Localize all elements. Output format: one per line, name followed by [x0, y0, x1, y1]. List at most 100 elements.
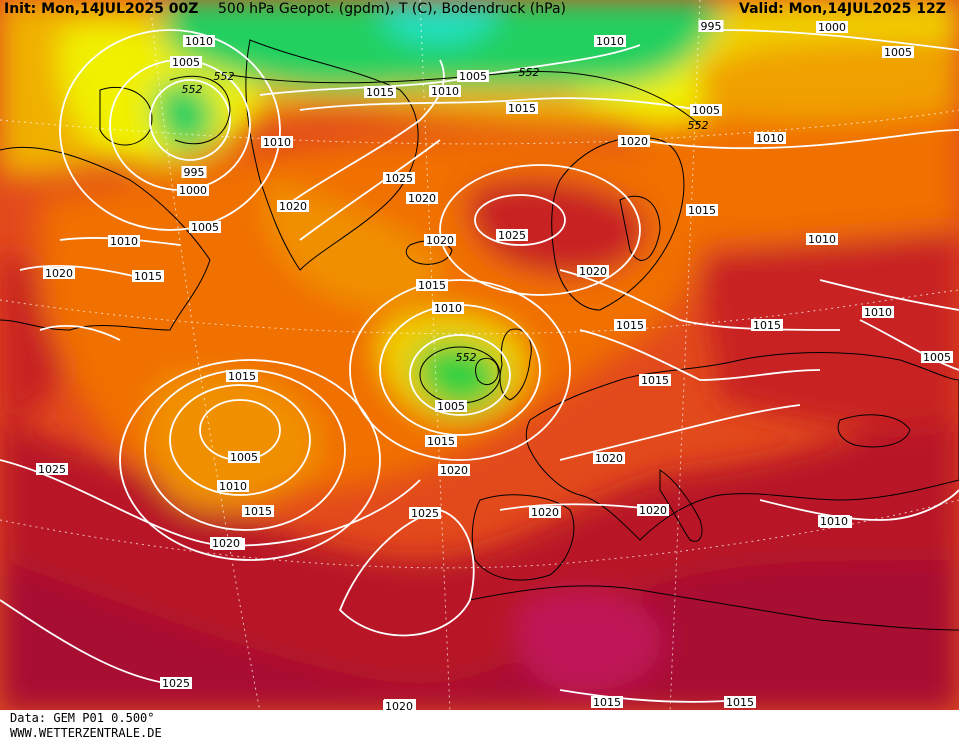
isobar-label: 1010 — [754, 132, 786, 145]
svg-text:1020: 1020 — [579, 265, 607, 278]
svg-text:1015: 1015 — [244, 505, 272, 518]
geopotential-labels: 552 552 552 552 552 — [182, 66, 709, 364]
isobar-label: 1015 — [242, 505, 274, 518]
svg-text:1020: 1020 — [212, 537, 240, 550]
svg-text:1010: 1010 — [431, 85, 459, 98]
isobar-label: 1020 — [383, 700, 415, 713]
svg-text:1015: 1015 — [726, 696, 754, 709]
svg-text:1005: 1005 — [437, 400, 465, 413]
svg-text:1010: 1010 — [864, 306, 892, 319]
svg-text:1005: 1005 — [459, 70, 487, 83]
svg-text:1010: 1010 — [185, 35, 213, 48]
footer-bar — [0, 710, 959, 741]
svg-text:1010: 1010 — [808, 233, 836, 246]
isobar-label: 1020 — [529, 506, 561, 519]
map-title: 500 hPa Geopot. (gpdm), T (C), Bodendruc… — [218, 1, 566, 17]
svg-text:1015: 1015 — [593, 696, 621, 709]
isobar-label: 1025 — [496, 229, 528, 242]
data-source: Data: GEM P01 0.500° — [10, 711, 155, 725]
geopotential-label: 552 — [214, 70, 235, 83]
isobar-label: 1015 — [416, 279, 448, 292]
svg-text:1010: 1010 — [263, 136, 291, 149]
isobar-label: 1010 — [183, 35, 215, 48]
isobar-label: 1010 — [432, 302, 464, 315]
svg-text:1015: 1015 — [641, 374, 669, 387]
svg-text:1025: 1025 — [411, 507, 439, 520]
isobar-label: 1000 — [177, 184, 209, 197]
svg-text:1005: 1005 — [172, 56, 200, 69]
valid-time: Valid: Mon,14JUL2025 12Z — [739, 1, 946, 17]
svg-text:1020: 1020 — [639, 504, 667, 517]
isobar-label: 1015 — [591, 696, 623, 709]
svg-text:1020: 1020 — [426, 234, 454, 247]
isobar-label: 1020 — [406, 192, 438, 205]
isobar-label: 1015 — [226, 370, 258, 383]
geopotential-label: 552 — [456, 351, 477, 364]
isobar-label: 1015 — [639, 374, 671, 387]
svg-text:1015: 1015 — [688, 204, 716, 217]
isobar-label: 1025 — [383, 172, 415, 185]
svg-text:1010: 1010 — [219, 480, 247, 493]
svg-text:1000: 1000 — [818, 21, 846, 34]
isobar-label: 1000 — [816, 21, 848, 34]
geopotential-label: 552 — [519, 66, 540, 79]
isobar-label: 1005 — [435, 400, 467, 413]
isobar-label: 1005 — [228, 451, 260, 464]
isobar-label: 1015 — [364, 86, 396, 99]
svg-text:1015: 1015 — [508, 102, 536, 115]
svg-text:1005: 1005 — [923, 351, 951, 364]
isobars — [0, 29, 959, 703]
svg-text:1025: 1025 — [498, 229, 526, 242]
svg-text:1015: 1015 — [418, 279, 446, 292]
isobar-label: 1005 — [882, 46, 914, 59]
isobar-label: 1020 — [43, 267, 75, 280]
svg-text:995: 995 — [184, 166, 205, 179]
isobar-label: 1010 — [108, 235, 140, 248]
svg-text:1010: 1010 — [434, 302, 462, 315]
svg-text:1015: 1015 — [616, 319, 644, 332]
isobar-label: 1025 — [409, 507, 441, 520]
isobar-label: 1025 — [160, 677, 192, 690]
isobar-label: 995 — [698, 20, 724, 33]
isobar-label: 1015 — [132, 270, 164, 283]
svg-text:1020: 1020 — [595, 452, 623, 465]
svg-text:1025: 1025 — [385, 172, 413, 185]
svg-text:1025: 1025 — [38, 463, 66, 476]
isobar-label: 1025 — [36, 463, 68, 476]
isobar-label: 1020 — [424, 234, 456, 247]
svg-text:1015: 1015 — [427, 435, 455, 448]
svg-text:1005: 1005 — [230, 451, 258, 464]
isobar-label: 1010 — [818, 515, 850, 528]
svg-text:1010: 1010 — [596, 35, 624, 48]
svg-text:1020: 1020 — [385, 700, 413, 713]
svg-text:1020: 1020 — [279, 200, 307, 213]
isobar-label: 1005 — [690, 104, 722, 117]
svg-text:1015: 1015 — [228, 370, 256, 383]
isobar-label: 1010 — [594, 35, 626, 48]
isobar-label: 1015 — [686, 204, 718, 217]
geopotential-label: 552 — [182, 83, 203, 96]
isobar-label: 995 — [181, 166, 207, 179]
init-time: Init: Mon,14JUL2025 00Z — [4, 1, 199, 17]
svg-text:1005: 1005 — [692, 104, 720, 117]
geopotential-label: 552 — [688, 119, 709, 132]
isobar-label: 1020 — [438, 464, 470, 477]
svg-text:1015: 1015 — [366, 86, 394, 99]
isobar-label: 1020 — [210, 537, 242, 550]
isobar-label: 1015 — [724, 696, 756, 709]
isobar-label: 1020 — [593, 452, 625, 465]
isobar-label: 1005 — [189, 221, 221, 234]
svg-text:1000: 1000 — [179, 184, 207, 197]
isobar-label: 1020 — [637, 504, 669, 517]
color-field — [0, 0, 959, 712]
isobar-label: 1010 — [429, 85, 461, 98]
svg-text:1020: 1020 — [408, 192, 436, 205]
isobar-label: 1020 — [618, 135, 650, 148]
isobar-label: 1015 — [425, 435, 457, 448]
svg-text:1005: 1005 — [191, 221, 219, 234]
svg-text:1020: 1020 — [620, 135, 648, 148]
isobar-label: 1015 — [751, 319, 783, 332]
